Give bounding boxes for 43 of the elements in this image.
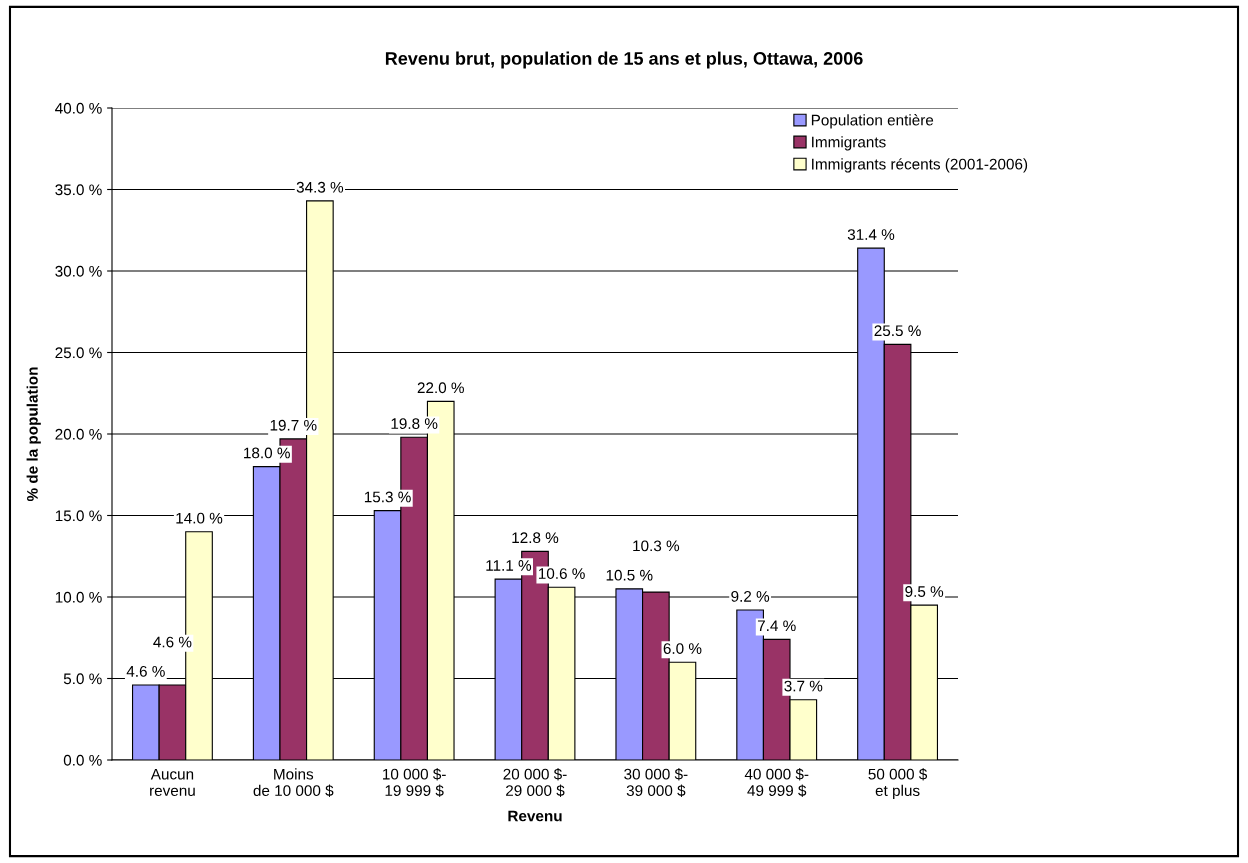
legend-label: Immigrants récents (2001-2006) bbox=[812, 158, 1028, 173]
x-tick-label: 40 000 $- 49 999 $ bbox=[744, 768, 809, 797]
y-tick-label: 5.0 % bbox=[63, 673, 102, 685]
y-tick-label: 35.0 % bbox=[55, 184, 102, 196]
y-tick-label: 40.0 % bbox=[55, 102, 102, 114]
x-tick-label: Aucun revenu bbox=[150, 768, 195, 797]
y-tick-label: 20.0 % bbox=[55, 428, 102, 440]
x-tick-label: 20 000 $- 29 000 $ bbox=[503, 768, 567, 797]
data-label: 10.6 % bbox=[538, 568, 585, 579]
y-tick-label: 0.0 % bbox=[63, 754, 102, 766]
data-label: 12.8 % bbox=[512, 532, 559, 544]
x-tick-label: Moins de 10 000 $ bbox=[253, 768, 334, 797]
data-label: 31.4 % bbox=[847, 229, 895, 240]
x-tick-label: 30 000 $- 39 000 $ bbox=[624, 768, 688, 797]
data-label: 10.3 % bbox=[633, 540, 680, 552]
data-label: 34.3 % bbox=[296, 181, 344, 193]
data-label: 25.5 % bbox=[874, 325, 921, 337]
data-label: 14.0 % bbox=[176, 512, 223, 524]
data-label: 10.5 % bbox=[606, 569, 653, 581]
data-label: 15.3 % bbox=[364, 491, 411, 503]
x-tick-label: 10 000 $- 19 999 $ bbox=[383, 768, 446, 797]
y-tick-label: 25.0 % bbox=[55, 347, 102, 359]
data-label: 4.6 % bbox=[126, 665, 165, 677]
legend-label: Immigrants bbox=[812, 136, 886, 151]
data-label: 6.0 % bbox=[663, 643, 702, 654]
data-label: 9.2 % bbox=[731, 590, 770, 602]
data-label: 19.8 % bbox=[391, 418, 438, 430]
data-label: 19.7 % bbox=[270, 419, 317, 431]
data-label: 3.7 % bbox=[784, 680, 823, 692]
x-axis-title: Revenu bbox=[508, 810, 562, 822]
chart-title: Revenu brut, population de 15 ans et plus, Ottawa, 2006 bbox=[385, 51, 863, 69]
legend-label: Population entière bbox=[811, 114, 934, 129]
data-label: 9.5 % bbox=[905, 586, 944, 597]
y-tick-label: 30.0 % bbox=[55, 265, 102, 277]
data-label: 7.4 % bbox=[757, 620, 796, 632]
data-label: 4.6 % bbox=[153, 636, 192, 648]
data-label: 18.0 % bbox=[244, 447, 290, 459]
data-label: 22.0 % bbox=[417, 382, 464, 394]
y-tick-label: 10.0 % bbox=[55, 591, 102, 603]
y-axis-title: % de la population bbox=[26, 367, 41, 502]
data-label: 11.1 % bbox=[486, 560, 532, 571]
y-tick-label: 15.0 % bbox=[55, 510, 102, 522]
x-tick-label: 50 000 $ et plus bbox=[868, 768, 928, 800]
